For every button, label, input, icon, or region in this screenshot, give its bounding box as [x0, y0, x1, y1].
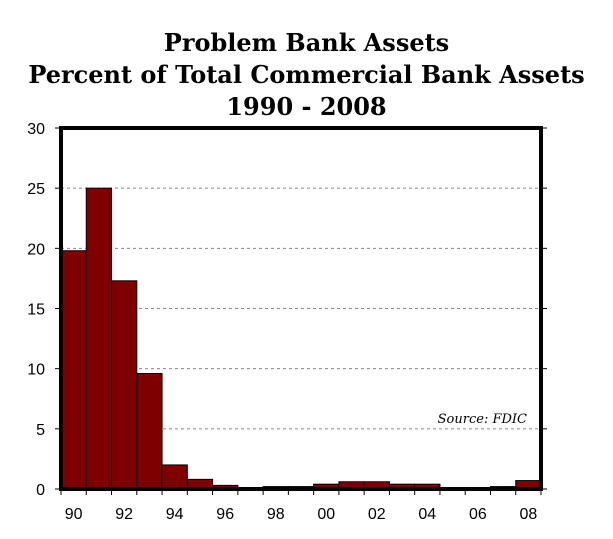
bar-1994	[161, 464, 188, 490]
source-annotation: Source: FDIC	[438, 412, 527, 427]
bars	[60, 187, 542, 490]
chart-title-line-3: 1990 - 2008	[226, 92, 387, 121]
x-tick-label: 00	[317, 506, 335, 523]
bar-1993	[136, 372, 163, 490]
bar-1991	[85, 187, 113, 490]
y-tick-label: 0	[36, 482, 45, 499]
x-tick-label: 06	[469, 506, 487, 523]
x-tick-label: 04	[418, 506, 436, 523]
x-tick-label: 96	[216, 506, 234, 523]
y-tick-label: 30	[27, 121, 45, 138]
chart-title-line-2: Percent of Total Commercial Bank Assets	[28, 60, 585, 89]
x-tick-label: 90	[65, 506, 83, 523]
x-tick-label: 02	[368, 506, 386, 523]
chart-title-line-1: Problem Bank Assets	[163, 28, 450, 57]
x-tick-label: 08	[519, 506, 537, 523]
x-tick-label: 94	[166, 506, 184, 523]
y-axis-ticks: 0 5 10 15 20 25 30	[27, 121, 547, 499]
x-tick-label: 98	[267, 506, 285, 523]
x-axis-ticks: 90 92 94 96 98 00 02 04 06 08	[60, 489, 542, 523]
y-tick-label: 10	[27, 362, 45, 379]
y-tick-label: 5	[36, 422, 45, 439]
x-tick-label: 92	[115, 506, 133, 523]
bar-1990	[60, 250, 87, 490]
bar-1992	[111, 280, 138, 490]
y-tick-label: 20	[27, 241, 45, 258]
y-tick-label: 15	[27, 302, 45, 319]
y-tick-label: 25	[27, 181, 45, 198]
